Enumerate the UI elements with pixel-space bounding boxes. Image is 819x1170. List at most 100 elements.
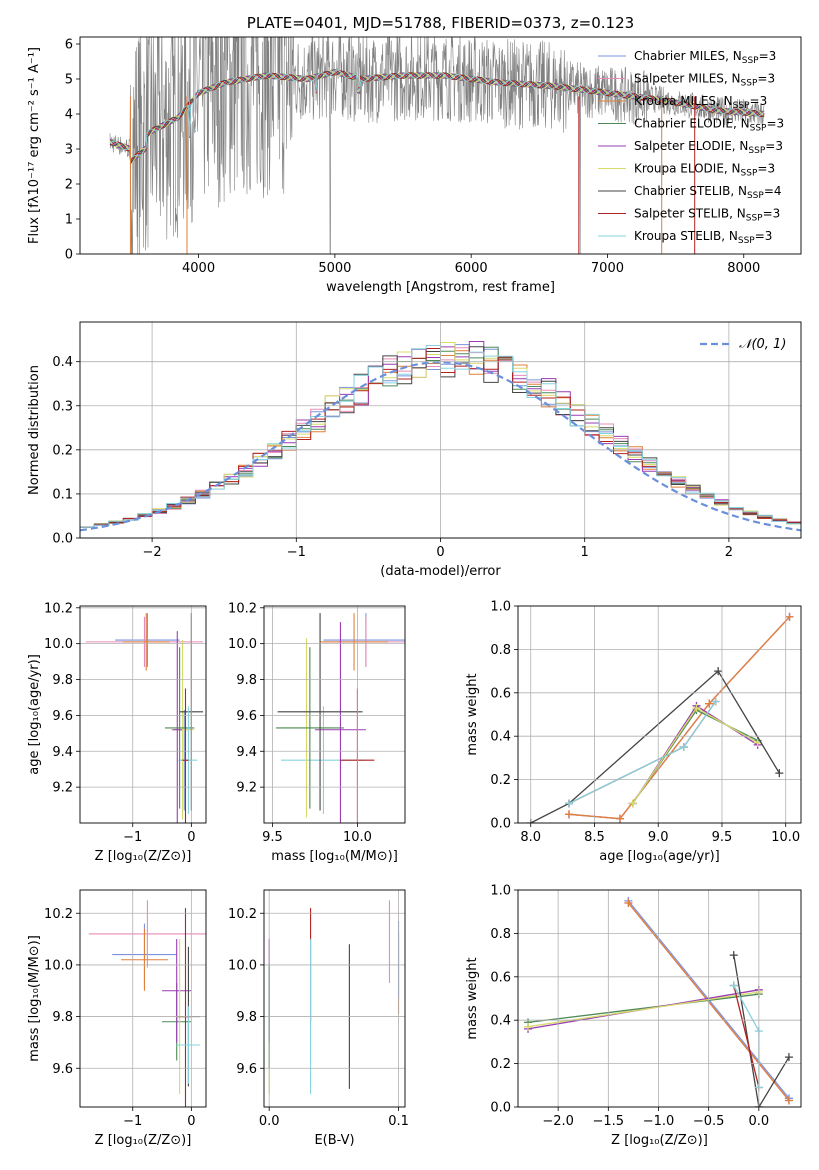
- y-axis-label: mass weight: [465, 673, 480, 755]
- panel-age_vs_z: −1 0 9.2 9.4 9.6 9.8 10.0 10.2 Z [log₁₀(Z/Z⊙)] ag…: [27, 601, 207, 864]
- y-tick-label: 10.2: [228, 907, 257, 922]
- legend-sub: SSP: [741, 169, 758, 179]
- plot-area-mass_vs_ebv: [268, 900, 400, 1095]
- panel-age_vs_mass: 9.5 10.0 9.2 9.4 9.6 9.8 10.0 10.2 mass [log₁₀(M…: [228, 601, 406, 864]
- x-axis-label: mass [log₁₀(M/M⊙)]: [271, 849, 398, 864]
- weight-line-4: [632, 704, 759, 804]
- weight-marker: [628, 799, 637, 808]
- y-tick-label: 0.2: [52, 443, 73, 458]
- y-tick-label: 10.0: [44, 958, 73, 973]
- y-tick-label: 9.8: [52, 1010, 73, 1025]
- weight-line-0: [568, 616, 790, 820]
- y-tick-label: 6: [65, 38, 73, 53]
- x-tick-label: 2: [725, 545, 733, 560]
- legend-label-7: Salpeter STELIB, NSSP=3: [634, 207, 780, 224]
- axes-frame: [79, 605, 207, 824]
- x-tick-label: 8000: [727, 261, 760, 276]
- legend-name: Kroupa MILES, N: [634, 94, 733, 108]
- model-spectrum-6: [109, 70, 765, 165]
- model-spectrum-7: [110, 70, 765, 163]
- legend-suffix: =3: [750, 94, 768, 108]
- weight-marker: [624, 899, 633, 908]
- x-axis-label: (data-model)/error: [380, 564, 501, 579]
- y-tick-label: 9.8: [236, 1010, 257, 1025]
- y-tick-label: 9.6: [236, 1062, 257, 1077]
- weight-marker: [705, 699, 714, 708]
- x-axis-label: E(B-V): [314, 1133, 354, 1148]
- weight-marker: [714, 667, 723, 676]
- y-tick-label: 0.0: [52, 532, 73, 547]
- plot-area-spectrum: [109, 37, 765, 254]
- legend-label-6: Chabrier STELIB, NSSP=4: [634, 184, 782, 201]
- panel-spectrum: 4000 5000 6000 7000 8000 0 1 2 3 4 5 6 wavelength [A…: [27, 36, 802, 295]
- y-tick-label: 10.2: [228, 601, 257, 616]
- y-tick-label: 3: [65, 143, 73, 158]
- y-tick-label: 0.4: [52, 355, 73, 370]
- weight-marker: [784, 1096, 793, 1105]
- panel-residuals: −2 −1 0 1 2 0.0 0.1 0.2 0.3 0.4 (data-model)/error…: [27, 321, 802, 579]
- weight-marker: [729, 981, 738, 990]
- y-tick-label: 0.2: [490, 1057, 511, 1072]
- legend-label-2: Kroupa MILES, NSSP=3: [634, 94, 767, 111]
- x-tick-label: 7000: [591, 261, 624, 276]
- axes-frame: [517, 889, 802, 1108]
- legend-suffix: =3: [766, 117, 784, 131]
- axes-frame: [263, 605, 406, 824]
- weight-line-1: [568, 616, 790, 820]
- legend-name: Chabrier ELODIE, N: [634, 117, 750, 131]
- weight-marker: [692, 703, 701, 712]
- weight-line-3: [632, 709, 758, 804]
- x-axis-label: Z [log₁₀(Z/Z⊙)]: [95, 1133, 192, 1148]
- y-tick-label: 0.1: [52, 487, 73, 502]
- y-axis-label: mass weight: [465, 957, 480, 1039]
- y-tick-label: 1: [65, 213, 73, 228]
- weight-marker: [775, 769, 784, 778]
- y-tick-label: 9.2: [52, 781, 73, 796]
- axes-frame: [79, 321, 802, 539]
- legend-suffix: =3: [755, 229, 773, 243]
- weight-line-3: [527, 993, 759, 1024]
- y-tick-label: 9.6: [52, 709, 73, 724]
- legend-label-0: Chabrier MILES, NSSP=3: [634, 49, 776, 66]
- x-tick-label: −1: [123, 830, 142, 845]
- x-tick-label: 0: [436, 545, 444, 560]
- axes-frame: [79, 889, 207, 1108]
- y-axis-label: mass [log₁₀(M/M⊙)]: [27, 935, 42, 1062]
- x-axis-label: Z [log₁₀(Z/Z⊙)]: [611, 1133, 708, 1148]
- legend-suffix: =4: [764, 184, 782, 198]
- legend-sub: SSP: [738, 236, 755, 246]
- legend-suffix: =3: [757, 72, 775, 86]
- legend-name: Salpeter STELIB, N: [634, 207, 746, 221]
- x-tick-label: 0.1: [388, 1114, 409, 1129]
- x-tick-label: 5000: [318, 261, 351, 276]
- plot-area-age_vs_z: [85, 613, 204, 823]
- x-tick-label: 6000: [455, 261, 488, 276]
- panel-weight_vs_age: 8.0 8.5 9.0 9.5 10.0 0.0 0.2 0.4 0.6 0.8 1.0 age [l…: [465, 600, 802, 864]
- panel-mass_vs_z: −1 0 9.6 9.8 10.0 10.2 Z [log₁₀(Z/Z⊙)] mass [lo…: [27, 889, 207, 1148]
- weight-line-6: [733, 954, 790, 1107]
- x-tick-label: 10.0: [771, 830, 800, 845]
- y-tick-label: 9.6: [236, 709, 257, 724]
- x-axis-label: age [log₁₀(age/yr)]: [599, 849, 720, 864]
- y-tick-label: 0.2: [490, 773, 511, 788]
- legend-sub: SSP: [733, 101, 750, 111]
- y-tick-label: 1.0: [490, 600, 511, 615]
- y-tick-label: 10.2: [44, 907, 73, 922]
- legend-label-3: Chabrier ELODIE, NSSP=3: [634, 117, 784, 134]
- y-tick-label: 9.4: [52, 745, 73, 760]
- y-tick-label: 0.0: [490, 1101, 511, 1116]
- legend-name: Kroupa ELODIE, N: [634, 162, 741, 176]
- y-tick-label: 9.4: [236, 745, 257, 760]
- y-tick-label: 9.8: [236, 673, 257, 688]
- x-tick-label: −1: [123, 1114, 142, 1129]
- x-tick-label: 0.0: [749, 1114, 770, 1129]
- y-tick-label: 0: [65, 248, 73, 263]
- model-spectrum-8: [109, 69, 765, 160]
- weight-line-6: [530, 670, 780, 823]
- y-tick-label: 0.8: [490, 643, 511, 658]
- axes-frame: [263, 889, 406, 1108]
- x-tick-label: 9.5: [262, 830, 283, 845]
- x-tick-label: 9.5: [712, 830, 733, 845]
- y-tick-label: 0.6: [490, 970, 511, 985]
- weight-marker: [784, 1053, 793, 1062]
